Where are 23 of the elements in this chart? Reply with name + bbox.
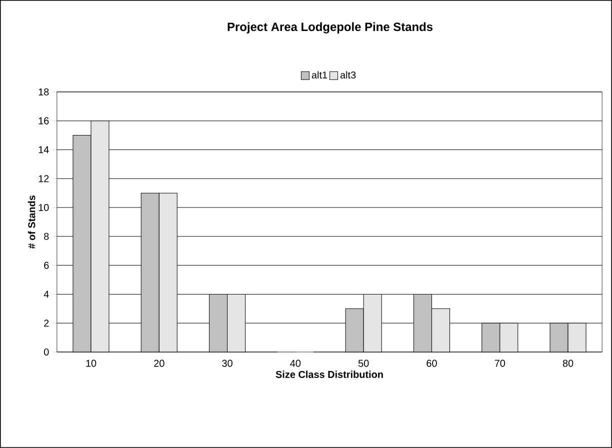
x-axis-title: Size Class Distribution xyxy=(276,370,383,378)
y-tick-label: 8 xyxy=(44,232,49,240)
legend-label: alt1 xyxy=(312,71,328,79)
y-tick-label: 12 xyxy=(38,175,49,182)
y-tick-label: 10 xyxy=(38,204,49,212)
x-tick-label: 60 xyxy=(426,360,437,367)
y-axis-title: # of Stands xyxy=(28,196,36,249)
x-tick-label: 10 xyxy=(86,360,96,367)
x-tick-label: 30 xyxy=(222,360,232,367)
x-tick-label: 70 xyxy=(494,360,506,367)
y-tick-label: 14 xyxy=(38,146,49,154)
y-tick-label: 6 xyxy=(44,262,49,269)
y-tick-label: 18 xyxy=(38,88,49,96)
chart-title: Project Area Lodgepole Pine Stands xyxy=(228,22,433,34)
x-tick-label: 80 xyxy=(562,360,574,367)
x-tick-label: 50 xyxy=(358,360,369,367)
y-tick-label: 4 xyxy=(44,290,49,298)
y-tick-label: 16 xyxy=(38,117,49,124)
y-tick-label: 2 xyxy=(44,320,49,327)
y-tick-label: 0 xyxy=(44,348,49,356)
legend-label: alt3 xyxy=(340,71,356,79)
x-tick-label: 20 xyxy=(154,360,164,367)
x-tick-label: 40 xyxy=(290,360,301,367)
